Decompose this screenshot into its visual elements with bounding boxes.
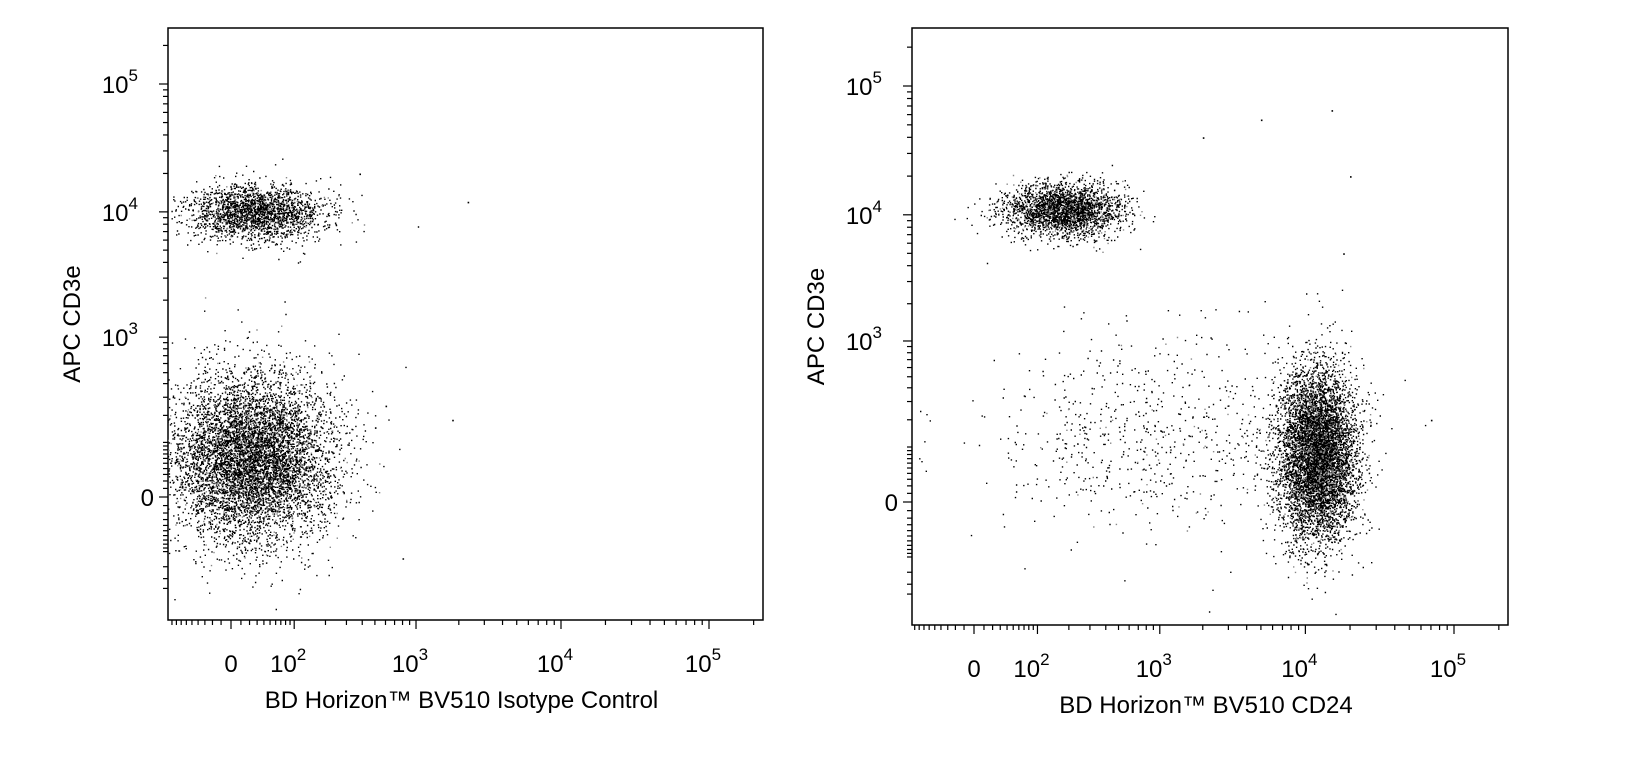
x-tick-label: 105 — [1430, 650, 1466, 683]
y-tick-label: 103 — [846, 323, 882, 356]
y-axis-label: APC CD3e — [59, 265, 86, 382]
x-axis-ticks — [171, 620, 755, 629]
y-axis-ticks — [159, 44, 168, 590]
event-dots-gray — [168, 175, 381, 567]
x-axis-label: BD Horizon™ BV510 CD24 — [1059, 692, 1352, 719]
event-dots — [168, 158, 470, 611]
x-tick-label: 104 — [537, 645, 573, 678]
x-axis-label: BD Horizon™ BV510 Isotype Control — [265, 687, 659, 714]
x-tick-label: 103 — [392, 645, 428, 678]
panel-isotype-control: 0 102 103 104 105 0 103 104 105 BD Horizon™ BV510… — [59, 27, 764, 714]
x-tick-label: 103 — [1136, 650, 1172, 683]
events-layer — [919, 110, 1433, 616]
y-axis-label: APC CD3e — [803, 268, 830, 385]
event-dots — [919, 110, 1433, 616]
x-tick-label: 0 — [967, 656, 980, 683]
x-tick-label: 104 — [1281, 650, 1317, 683]
y-axis-ticks — [903, 46, 912, 595]
x-tick-label: 102 — [270, 645, 306, 678]
x-axis-ticks — [914, 625, 1500, 634]
y-tick-label: 103 — [102, 319, 138, 352]
y-tick-label: 104 — [102, 194, 138, 227]
plot-frame — [167, 27, 764, 621]
plot-frame — [911, 27, 1509, 626]
x-tick-label: 105 — [685, 645, 721, 678]
y-tick-label: 0 — [885, 490, 898, 517]
y-tick-label: 105 — [102, 66, 138, 99]
x-tick-label: 102 — [1013, 650, 1049, 683]
x-tick-label: 0 — [224, 651, 237, 678]
panel-cd24: 0 102 103 104 105 0 103 104 105 BD Horizon™ BV510… — [803, 27, 1509, 719]
y-tick-label: 105 — [846, 68, 882, 101]
y-tick-label: 104 — [846, 197, 882, 230]
events-layer — [168, 158, 470, 611]
y-tick-label: 0 — [141, 485, 154, 512]
